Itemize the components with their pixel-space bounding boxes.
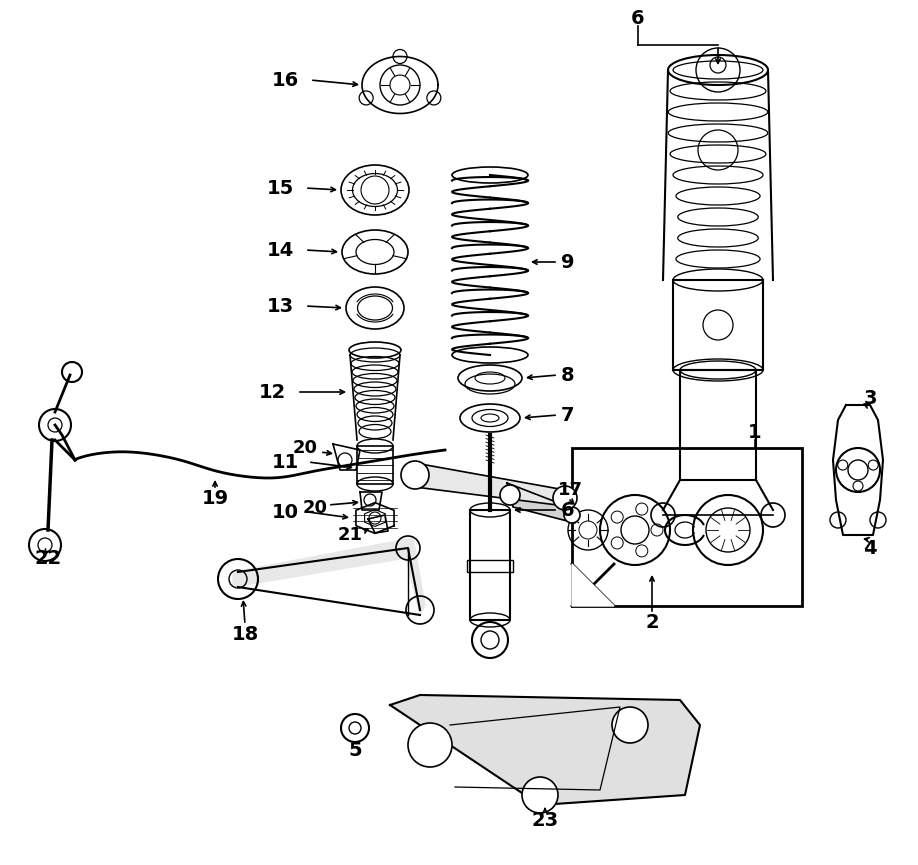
Polygon shape <box>507 483 575 523</box>
Circle shape <box>500 485 520 505</box>
Text: 14: 14 <box>266 240 294 260</box>
Text: 8: 8 <box>561 366 575 385</box>
Circle shape <box>522 777 558 813</box>
Bar <box>572 448 802 606</box>
Text: 5: 5 <box>348 740 362 759</box>
Text: 3: 3 <box>863 388 877 407</box>
Text: 22: 22 <box>34 548 62 567</box>
Bar <box>470 510 510 620</box>
Text: 12: 12 <box>258 382 285 401</box>
Circle shape <box>553 486 577 510</box>
Text: 17: 17 <box>557 481 583 499</box>
Text: 20: 20 <box>303 499 328 517</box>
Text: 15: 15 <box>266 178 294 197</box>
Text: 20: 20 <box>293 439 318 457</box>
Text: 7: 7 <box>561 406 575 425</box>
Text: 4: 4 <box>863 539 877 558</box>
Text: 10: 10 <box>272 503 298 522</box>
Bar <box>673 280 763 370</box>
Text: 19: 19 <box>201 489 229 508</box>
Circle shape <box>408 723 452 767</box>
Circle shape <box>564 507 580 523</box>
Circle shape <box>401 461 429 489</box>
Text: 23: 23 <box>532 811 558 830</box>
Circle shape <box>612 707 648 743</box>
Polygon shape <box>233 538 425 615</box>
Bar <box>467 560 513 572</box>
Text: 16: 16 <box>272 71 298 89</box>
Text: 6: 6 <box>632 9 644 28</box>
Bar <box>357 446 393 484</box>
Polygon shape <box>415 463 565 506</box>
Text: 21: 21 <box>338 526 363 544</box>
Polygon shape <box>390 695 700 805</box>
Bar <box>680 370 756 480</box>
Polygon shape <box>572 564 614 606</box>
Text: 18: 18 <box>231 625 259 644</box>
Text: 11: 11 <box>272 452 298 471</box>
Text: 1: 1 <box>748 422 762 441</box>
Text: 9: 9 <box>561 253 575 272</box>
Text: 13: 13 <box>266 297 294 316</box>
Text: 6: 6 <box>561 501 575 520</box>
Text: 2: 2 <box>645 612 659 631</box>
